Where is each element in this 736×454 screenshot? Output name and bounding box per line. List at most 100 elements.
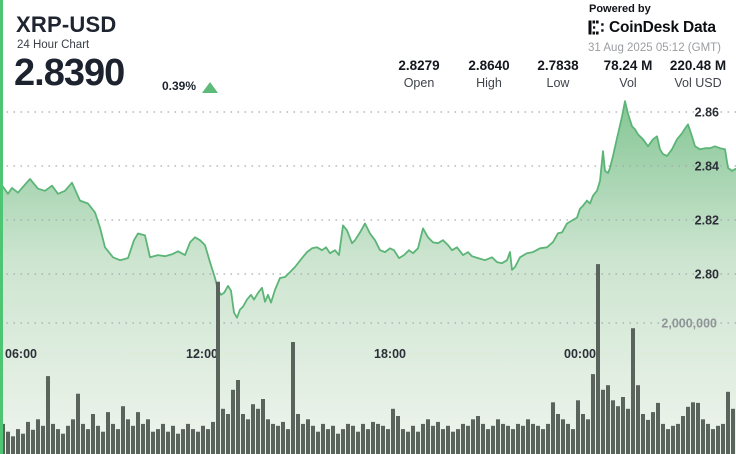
volume-bar bbox=[156, 429, 160, 454]
volume-bar bbox=[631, 328, 635, 454]
volume-bar bbox=[251, 404, 255, 454]
volume-bar bbox=[521, 425, 525, 454]
time-tick-label: 12:00 bbox=[186, 347, 218, 361]
volume-bar bbox=[671, 425, 675, 454]
volume-bar bbox=[36, 419, 40, 454]
volume-bar bbox=[641, 414, 645, 454]
price-tick-label: 2.80 bbox=[695, 268, 719, 282]
volume-bar bbox=[86, 429, 90, 454]
volume-bar bbox=[181, 429, 185, 454]
volume-bar bbox=[1, 423, 5, 454]
price-tick-label: 2.82 bbox=[695, 214, 719, 228]
volume-bar bbox=[526, 419, 530, 454]
volume-bar bbox=[336, 433, 340, 454]
volume-bar bbox=[506, 425, 510, 454]
volume-bar bbox=[221, 408, 225, 454]
volume-bar bbox=[141, 423, 145, 454]
volume-bar bbox=[406, 431, 410, 454]
stat-open-label: Open bbox=[403, 76, 435, 90]
volume-bar bbox=[456, 429, 460, 454]
volume-bar bbox=[496, 419, 500, 454]
volume-bar bbox=[666, 429, 670, 454]
volume-bar bbox=[411, 425, 415, 454]
volume-bar bbox=[16, 429, 20, 454]
volume-bar bbox=[121, 406, 125, 454]
volume-bar bbox=[261, 399, 265, 454]
volume-bar bbox=[441, 429, 445, 454]
stat-low-label: Low bbox=[546, 76, 570, 90]
volume-bar bbox=[311, 425, 315, 454]
volume-bar bbox=[396, 416, 400, 454]
stat-open-value: 2.8279 bbox=[398, 58, 440, 73]
price-tick-label: 2.86 bbox=[695, 106, 719, 120]
powered-by-label: Powered by bbox=[589, 3, 651, 15]
volume-bar bbox=[711, 429, 715, 454]
volume-bar bbox=[241, 414, 245, 454]
stat-high-value: 2.8640 bbox=[468, 58, 510, 73]
instrument-title: XRP-USD bbox=[16, 12, 117, 37]
volume-bar bbox=[146, 419, 150, 454]
price-change-percent: 0.39% bbox=[162, 79, 197, 93]
volume-bar bbox=[286, 429, 290, 454]
volume-bar bbox=[371, 421, 375, 454]
volume-bar bbox=[636, 385, 640, 454]
volume-bar bbox=[341, 429, 345, 454]
volume-bar bbox=[511, 429, 515, 454]
volume-bar bbox=[546, 423, 550, 454]
volume-bar bbox=[296, 414, 300, 454]
volume-bar bbox=[571, 429, 575, 454]
volume-bar bbox=[41, 425, 45, 454]
volume-bar bbox=[306, 419, 310, 454]
volume-bar bbox=[561, 419, 565, 454]
volume-bar bbox=[416, 431, 420, 454]
stat-volume-label: Vol bbox=[619, 76, 637, 90]
volume-bar bbox=[101, 431, 105, 454]
volume-bar bbox=[581, 414, 585, 454]
volume-bar bbox=[351, 425, 355, 454]
volume-bar bbox=[91, 414, 95, 454]
volume-bar bbox=[31, 429, 35, 454]
volume-bar bbox=[131, 425, 135, 454]
volume-bar bbox=[246, 419, 250, 454]
volume-bar bbox=[366, 429, 370, 454]
volume-bar bbox=[541, 429, 545, 454]
volume-bar bbox=[166, 431, 170, 454]
volume-bar bbox=[76, 393, 80, 454]
volume-bar bbox=[211, 421, 215, 454]
volume-bar bbox=[281, 421, 285, 454]
volume-bar bbox=[271, 423, 275, 454]
volume-bar bbox=[386, 429, 390, 454]
coindesk-logo-text: CoinDesk Data bbox=[609, 18, 716, 36]
volume-bar bbox=[601, 389, 605, 454]
volume-bar bbox=[466, 425, 470, 454]
volume-bar bbox=[681, 416, 685, 454]
price-tick-label: 2.84 bbox=[695, 160, 719, 174]
volume-bar bbox=[106, 412, 110, 454]
volume-bar bbox=[606, 385, 610, 454]
volume-bar bbox=[111, 423, 115, 454]
up-triangle-icon bbox=[202, 82, 218, 93]
stat-open: 2.8279 Open bbox=[398, 58, 439, 90]
volume-bar bbox=[586, 419, 590, 454]
volume-bar bbox=[81, 423, 85, 454]
volume-bar bbox=[461, 423, 465, 454]
volume-bar bbox=[676, 423, 680, 454]
volume-bar bbox=[576, 400, 580, 454]
volume-bar bbox=[126, 419, 130, 454]
volume-bar bbox=[556, 414, 560, 454]
volume-bar bbox=[356, 431, 360, 454]
volume-bar bbox=[236, 380, 240, 454]
volume-bar bbox=[56, 429, 60, 454]
price-area-fill bbox=[0, 101, 736, 454]
volume-bar bbox=[401, 429, 405, 454]
volume-bar bbox=[191, 429, 195, 454]
volume-bar bbox=[716, 425, 720, 454]
volume-bar bbox=[626, 408, 630, 454]
volume-bar bbox=[706, 423, 710, 454]
volume-bar bbox=[231, 389, 235, 454]
volume-bar bbox=[176, 433, 180, 454]
volume-bar bbox=[531, 423, 535, 454]
current-price: 2.8390 bbox=[14, 52, 125, 94]
volume-bar bbox=[726, 391, 730, 454]
